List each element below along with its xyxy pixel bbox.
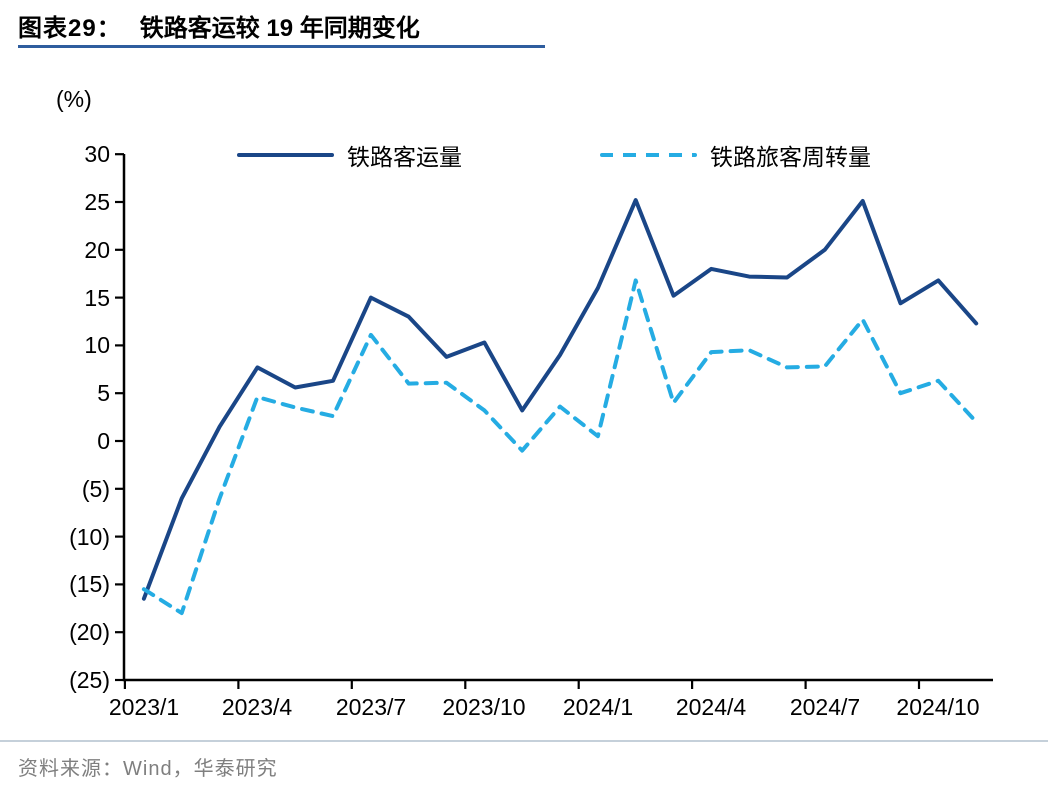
y-tick-label: 20 — [84, 237, 110, 263]
y-tick-label: (10) — [69, 524, 110, 550]
x-tick-label: 2023/1 — [108, 694, 180, 720]
y-tick-label: 25 — [84, 189, 110, 215]
y-tick-label: 0 — [97, 428, 110, 454]
chart-canvas — [115, 153, 993, 689]
y-tick-label: (15) — [69, 571, 110, 597]
solid-line-swatch — [237, 153, 334, 157]
x-tick-label: 2024/10 — [896, 694, 980, 720]
dashed-line-swatch — [600, 153, 697, 157]
footer-divider — [0, 740, 1048, 742]
passenger-volume-line — [141, 198, 979, 601]
figure-title: 铁路客运较 19 年同期变化 — [139, 15, 420, 42]
x-tick-label: 2023/4 — [221, 694, 293, 720]
legend-item-passenger-volume: 铁路客运量 — [237, 142, 462, 170]
x-tick-label: 2024/7 — [789, 694, 861, 720]
y-tick-label: (5) — [81, 476, 110, 502]
x-tick-label: 2023/10 — [442, 694, 526, 720]
y-tick-label: (25) — [69, 667, 110, 693]
y-axis-unit: (%) — [56, 86, 92, 112]
passenger-turnover-line — [141, 278, 979, 616]
title-underline — [18, 45, 545, 48]
line-chart: (%) 30 25 20 15 10 5 0 (5) (10) (15) (20… — [56, 86, 993, 720]
y-tick-label: 5 — [97, 380, 110, 406]
x-tick-label: 2024/4 — [675, 694, 747, 720]
page-title: 图表29： 铁路客运较 19 年同期变化 — [18, 8, 1028, 43]
figure-number: 图表29： — [18, 15, 122, 42]
y-tick-label: 30 — [84, 141, 110, 167]
x-tick-label: 2023/7 — [335, 694, 407, 720]
source-text: 资料来源：Wind，华泰研究 — [18, 758, 278, 780]
y-tick-label: 10 — [84, 332, 110, 358]
y-tick-label: (20) — [69, 619, 110, 645]
x-tick-label: 2024/1 — [562, 694, 634, 720]
legend-label: 铁路客运量 — [347, 144, 462, 170]
axis-lines — [122, 154, 993, 682]
legend-item-passenger-turnover: 铁路旅客周转量 — [600, 142, 871, 170]
legend-label: 铁路旅客周转量 — [710, 144, 871, 170]
y-tick-label: 15 — [84, 285, 110, 311]
